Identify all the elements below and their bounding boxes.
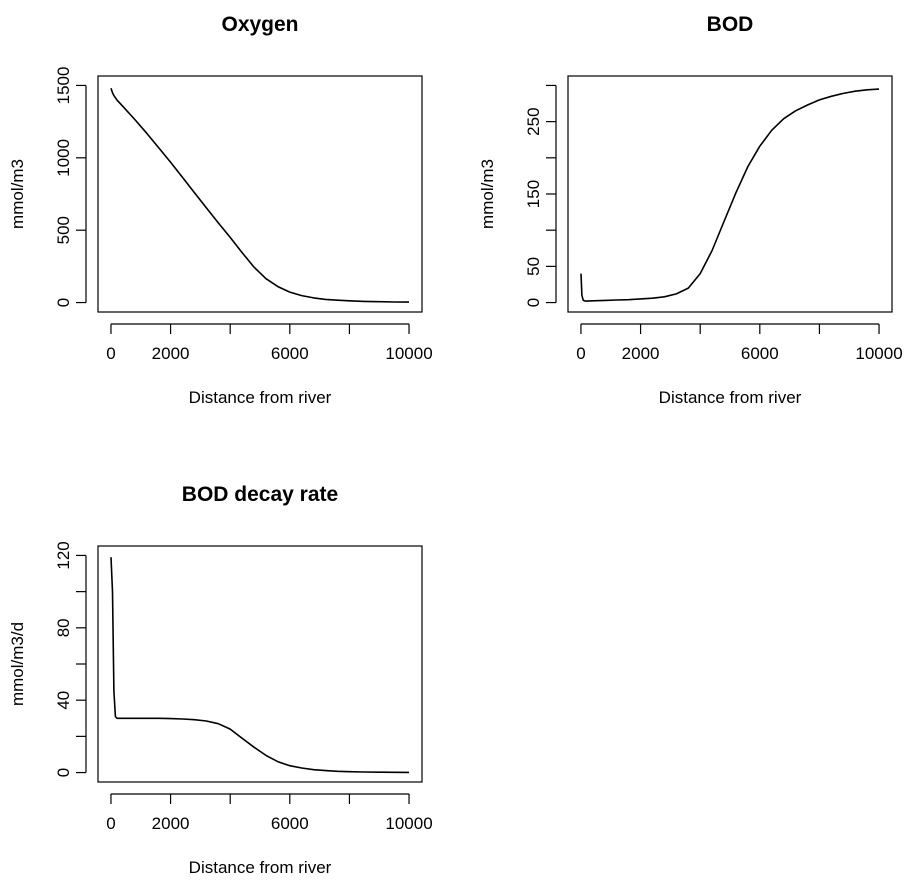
y-tick-label: 50 — [524, 257, 543, 276]
x-tick-label: 6000 — [271, 344, 309, 363]
panel-title: Oxygen — [221, 13, 298, 36]
x-axis-label: Distance from river — [659, 388, 802, 407]
panel-bod: BOD Distance from river mmol/m3 0 2000 600… — [478, 13, 903, 407]
y-tick-label: 0 — [54, 298, 73, 307]
series-line — [580, 88, 880, 302]
x-tick-label: 0 — [106, 344, 115, 363]
y-tick-label: 500 — [54, 216, 73, 244]
plot-frame — [97, 545, 423, 783]
y-axis-label: mmol/m3/d — [8, 622, 27, 706]
x-tick-label: 2000 — [152, 344, 190, 363]
x-tick-label: 10000 — [385, 814, 432, 833]
x-tick-label: 6000 — [741, 344, 779, 363]
y-tick-label: 1000 — [54, 139, 73, 177]
panel-title: BOD decay rate — [182, 483, 338, 506]
panel-bod-decay-rate: BOD decay rate Distance from river mmol/… — [8, 483, 433, 877]
plot-frame — [97, 75, 423, 313]
x-tick-label: 6000 — [271, 814, 309, 833]
y-tick-label: 250 — [524, 107, 543, 135]
panel-oxygen: Oxygen Distance from river mmol/m3 0 2000… — [8, 13, 433, 407]
x-tick-label: 2000 — [622, 344, 660, 363]
y-tick-label: 40 — [54, 691, 73, 710]
series-line — [110, 88, 410, 303]
series-line — [110, 557, 410, 774]
y-tick-label: 150 — [524, 180, 543, 208]
x-axis-label: Distance from river — [189, 388, 332, 407]
y-tick-label: 0 — [54, 768, 73, 777]
x-tick-label: 10000 — [385, 344, 432, 363]
y-tick-label: 1500 — [54, 67, 73, 105]
y-tick-label: 120 — [54, 541, 73, 569]
y-axis-label: mmol/m3 — [8, 159, 27, 229]
x-tick-label: 10000 — [855, 344, 902, 363]
x-tick-label: 2000 — [152, 814, 190, 833]
y-axis-label: mmol/m3 — [478, 159, 497, 229]
x-tick-label: 0 — [576, 344, 585, 363]
x-axis-label: Distance from river — [189, 858, 332, 877]
plot-frame — [567, 75, 893, 313]
panel-title: BOD — [707, 13, 754, 36]
x-tick-label: 0 — [106, 814, 115, 833]
y-tick-label: 80 — [54, 618, 73, 637]
y-tick-label: 0 — [524, 298, 543, 307]
